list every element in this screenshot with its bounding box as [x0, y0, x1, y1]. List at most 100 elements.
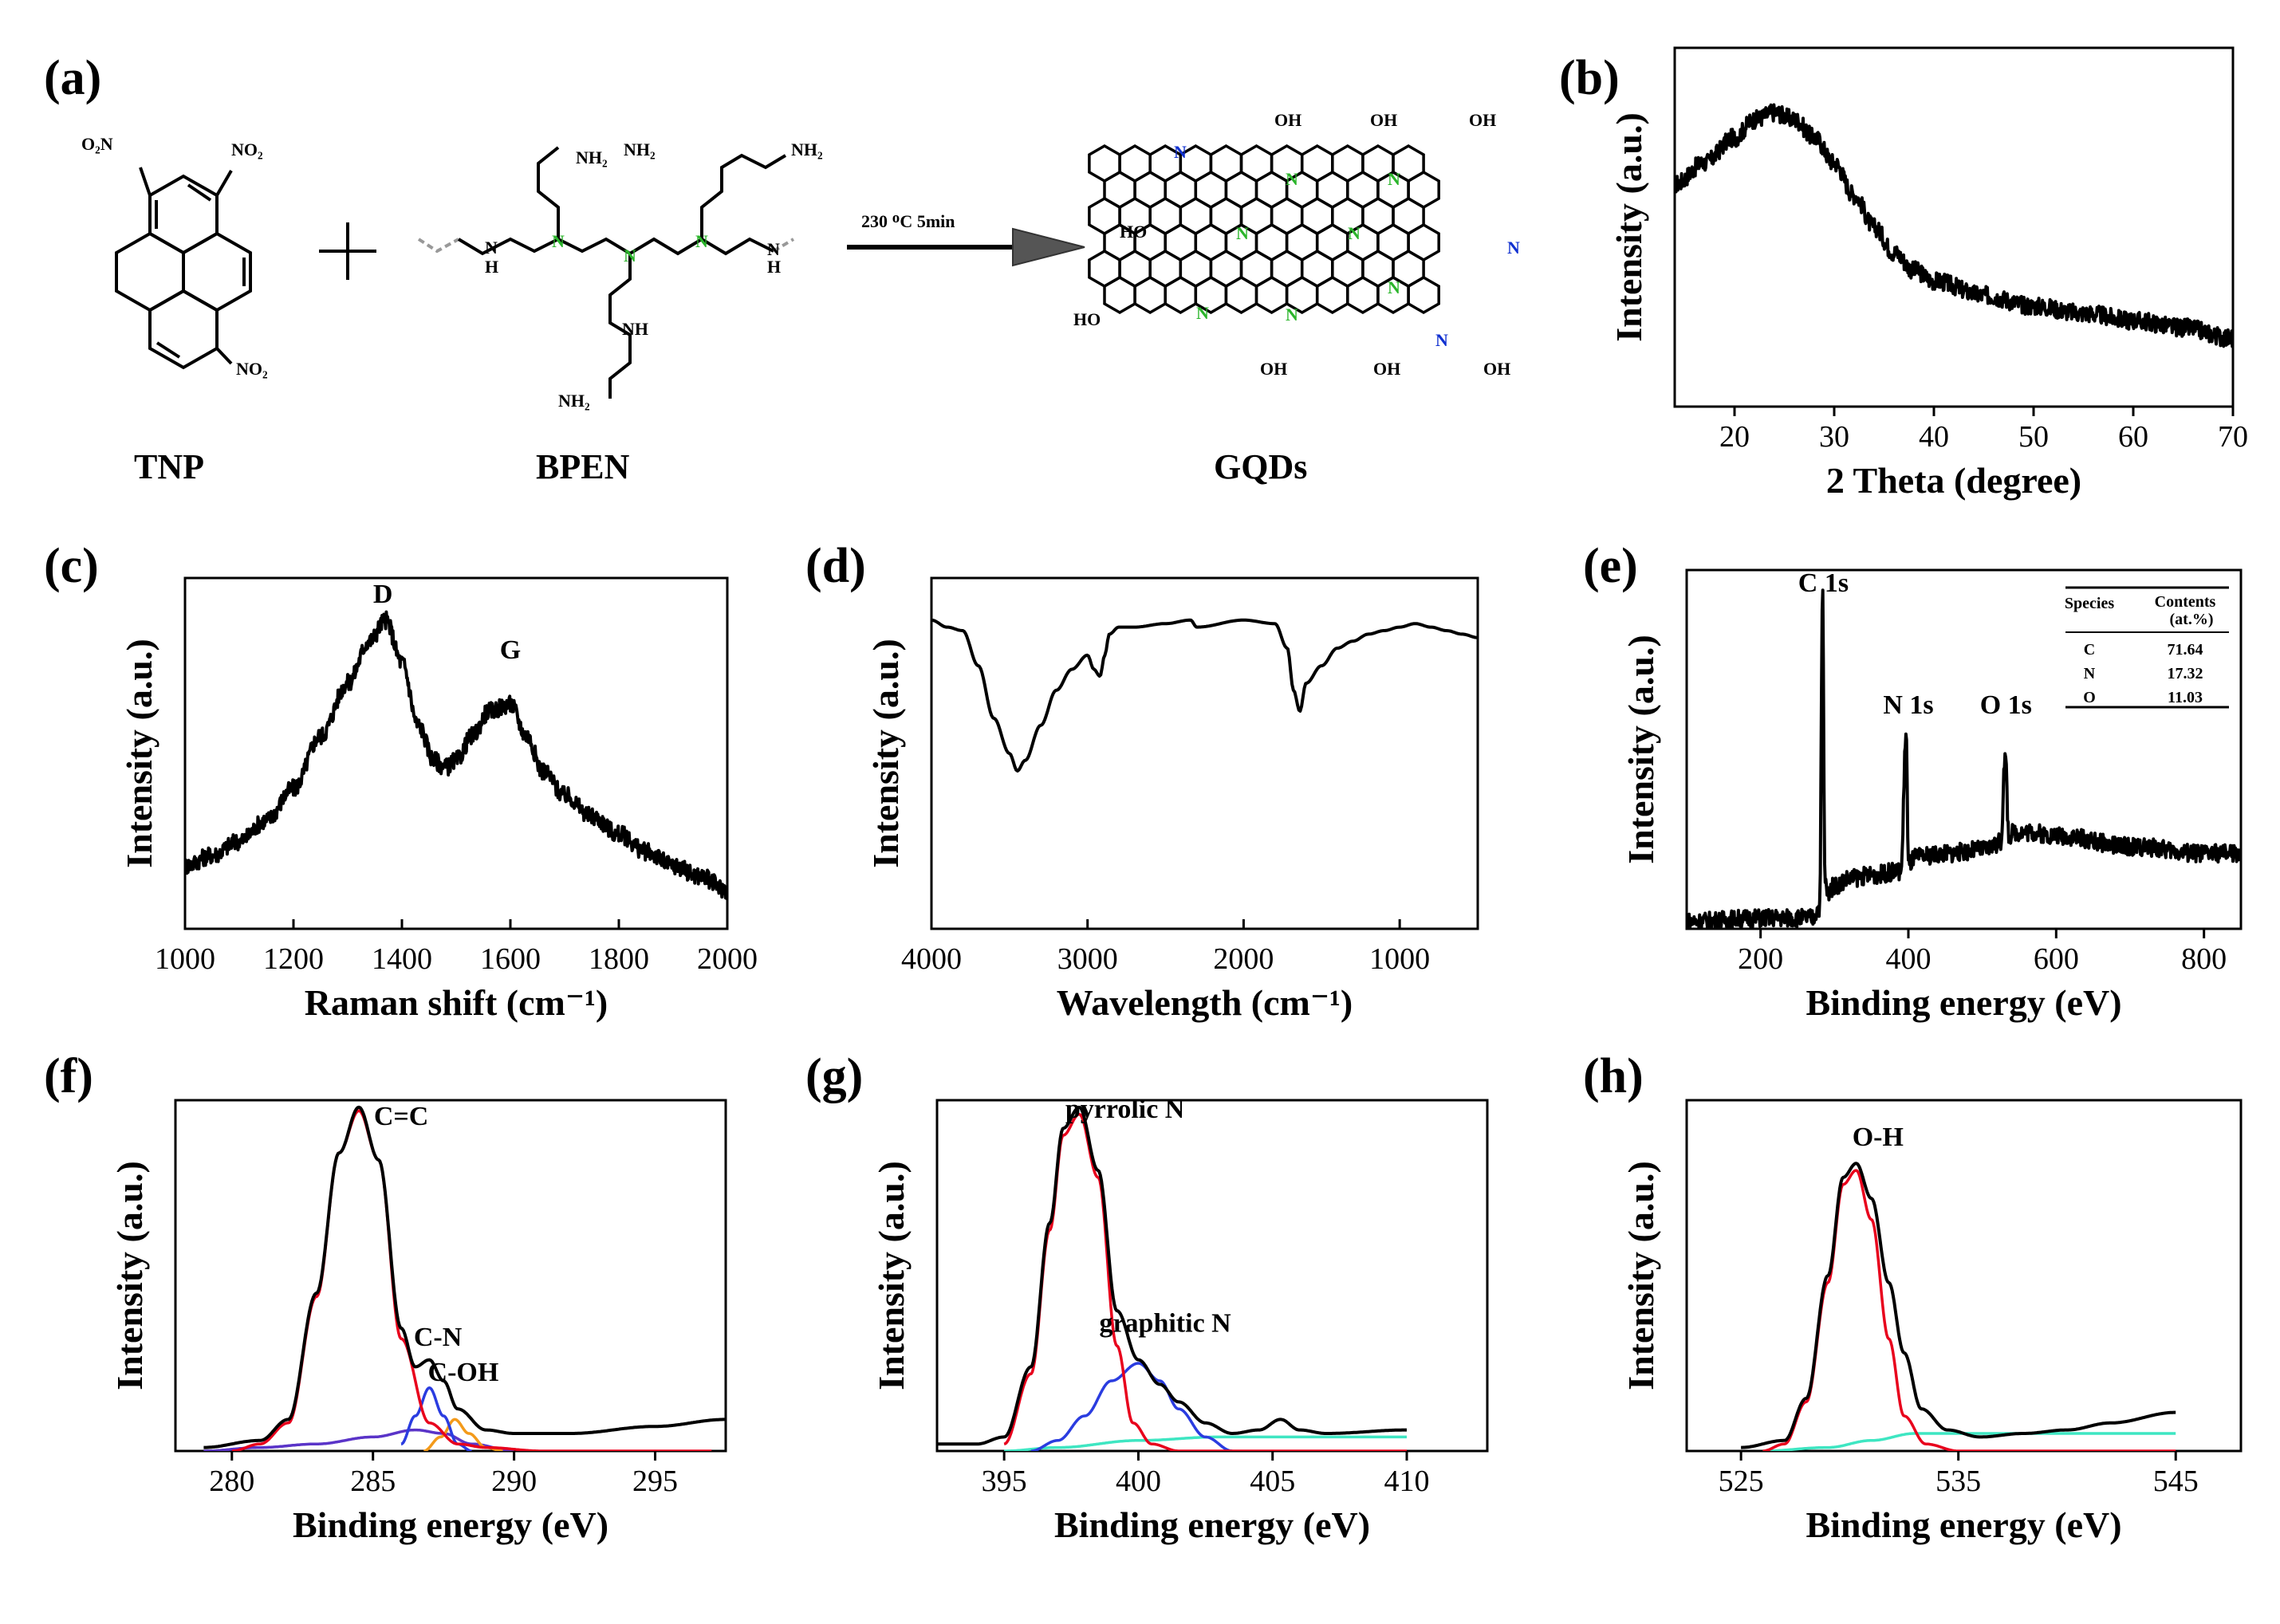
- chart-c: 1000 1200 1400 1600 1800 2000 Raman shift (cm⁻…: [119, 576, 758, 1023]
- bpen-nh-mid: NH: [622, 319, 648, 339]
- table-cell: 11.03: [2168, 689, 2203, 706]
- x-tick-label: 400: [1116, 1465, 1161, 1498]
- x-axis-label: Binding energy (eV): [293, 1504, 608, 1545]
- x-tick-label: 70: [2218, 420, 2248, 454]
- annotation: N 1s: [1883, 690, 1933, 720]
- gqd-ring: [1407, 275, 1440, 315]
- x-tick-label: 410: [1384, 1465, 1430, 1498]
- series-line-0: [203, 1105, 726, 1449]
- gqd-ring: [1315, 275, 1349, 315]
- gqd-nitrogen: N: [1174, 142, 1187, 162]
- chart-b: 20 30 40 50 60 70 2 Theta (degree) Intensity (a…: [1609, 46, 2248, 501]
- series-line-2: [1762, 1432, 2176, 1451]
- x-tick-label: 1400: [372, 942, 432, 976]
- gqd-nitrogen: N: [1435, 330, 1448, 350]
- bpen-n-5: N: [767, 239, 780, 259]
- panel-label-g: (g): [805, 1049, 863, 1103]
- series-group: [203, 1105, 726, 1451]
- x-axis-label: 2 Theta (degree): [1826, 460, 2081, 501]
- series-line-0: [1687, 588, 2241, 929]
- x-tick-label: 1000: [1369, 942, 1430, 976]
- gqd-hydroxyl: OH: [1469, 110, 1496, 130]
- gqd-hydroxyl: OH: [1373, 359, 1400, 379]
- gqd-ring: [1103, 275, 1136, 315]
- label-bpen: BPEN: [536, 447, 630, 486]
- annotation: C 1s: [1798, 568, 1849, 598]
- label-tnp: TNP: [134, 447, 204, 486]
- panel-label-a: (a): [44, 51, 101, 105]
- x-tick-label: 295: [632, 1465, 678, 1498]
- bpen-h-5: H: [767, 257, 781, 277]
- gqd-hydroxyl: OH: [1260, 359, 1287, 379]
- x-tick-label: 395: [982, 1465, 1027, 1498]
- gqd-group-labels: N N N N N N N N N N OH OH OH OH OH OH HO HO: [1073, 110, 1520, 379]
- gqd-nitrogen: N: [1348, 223, 1361, 243]
- gqd-nitrogen: N: [1236, 223, 1249, 243]
- series-group: [185, 610, 727, 900]
- chart-h: 525 535 545 Binding energy (eV) Intensity (a…: [1620, 1099, 2243, 1545]
- table-cell: 17.32: [2168, 665, 2203, 682]
- x-tick-label: 30: [1819, 420, 1849, 454]
- annotation: D: [373, 580, 393, 609]
- chart-g: 395 400 405 410 Binding energy (eV) Intensity…: [871, 1095, 1489, 1545]
- x-tick-label: 4000: [901, 942, 962, 976]
- panel-label-h: (h): [1583, 1049, 1644, 1103]
- x-tick-label: 535: [1935, 1465, 1981, 1498]
- gqd-hydroxyl: OH: [1274, 110, 1301, 130]
- series-line-0: [931, 618, 1478, 773]
- y-axis-label: Intensity (a.u.): [119, 639, 159, 868]
- panel-label-e: (e): [1583, 539, 1638, 593]
- y-axis-label: Intensity (a.u.): [865, 639, 906, 868]
- gqd-ring: [1133, 275, 1167, 315]
- x-tick-label: 525: [1719, 1465, 1764, 1498]
- table-cell: 71.64: [2168, 641, 2203, 659]
- x-tick-label: 200: [1738, 942, 1783, 976]
- gqd-ring: [1224, 275, 1258, 315]
- bpen-n-3: N: [624, 246, 636, 265]
- tnp-nitro-right: NO₂: [231, 140, 263, 159]
- y-axis-label: Intensity (a.u.): [109, 1161, 150, 1390]
- annotation: graphitic N: [1099, 1308, 1231, 1338]
- table-header: Species: [2065, 595, 2114, 612]
- y-axis-label: Intensity (a.u.): [1620, 1161, 1661, 1390]
- gqd-hydroxyl-left: HO: [1120, 222, 1147, 242]
- x-axis-label: Wavelength (cm⁻¹): [1057, 982, 1353, 1023]
- x-tick-label: 545: [2153, 1465, 2199, 1498]
- gqd-nitrogen: N: [1388, 169, 1400, 189]
- table-cell: C: [2084, 641, 2095, 659]
- bpen-molecule: [417, 146, 795, 399]
- gqd-nitrogen: N: [1196, 303, 1209, 323]
- chart-f: 280 285 290 295 Binding energy (eV) Intensity…: [109, 1099, 727, 1545]
- tnp-molecule: [115, 167, 252, 370]
- x-tick-label: 40: [1919, 420, 1949, 454]
- plot-frame: [174, 1099, 727, 1453]
- x-tick-label: 1600: [480, 942, 541, 976]
- bpen-n-4: N: [695, 231, 708, 251]
- panel-label-d: (d): [805, 539, 866, 593]
- annotation: C-OH: [428, 1358, 499, 1387]
- tnp-nitro-left: O₂N: [81, 134, 113, 154]
- series-line-3: [1003, 1435, 1408, 1451]
- bpen-amine-bottom: NH₂: [558, 391, 590, 411]
- bpen-amine-h2n: NH₂: [624, 140, 656, 159]
- x-tick-label: 800: [2181, 942, 2227, 976]
- series-group: [931, 618, 1478, 773]
- plot-frame: [1685, 568, 2243, 930]
- x-axis-label: Raman shift (cm⁻¹): [305, 982, 608, 1023]
- gqd-nitrogen: N: [1507, 238, 1520, 258]
- series-group: [1740, 1162, 2176, 1451]
- y-axis-label: Intensity (a.u.): [1609, 112, 1649, 342]
- plot-frame: [183, 576, 729, 930]
- series-line-2: [1030, 1362, 1234, 1451]
- series-line-0: [1740, 1162, 2176, 1449]
- series-line-0: [185, 610, 727, 900]
- reaction-arrow: [847, 227, 1085, 267]
- gqd-structure: [1088, 144, 1440, 315]
- annotation: pyrrolic N: [1065, 1095, 1185, 1124]
- composition-table: Species Contents(at.%) C 71.64 N 17.32 O 11.03: [2065, 586, 2229, 709]
- gqd-ring: [1164, 275, 1198, 315]
- panel-label-b: (b): [1559, 51, 1620, 105]
- x-tick-label: 1200: [263, 942, 324, 976]
- series-line-1: [1003, 1112, 1408, 1451]
